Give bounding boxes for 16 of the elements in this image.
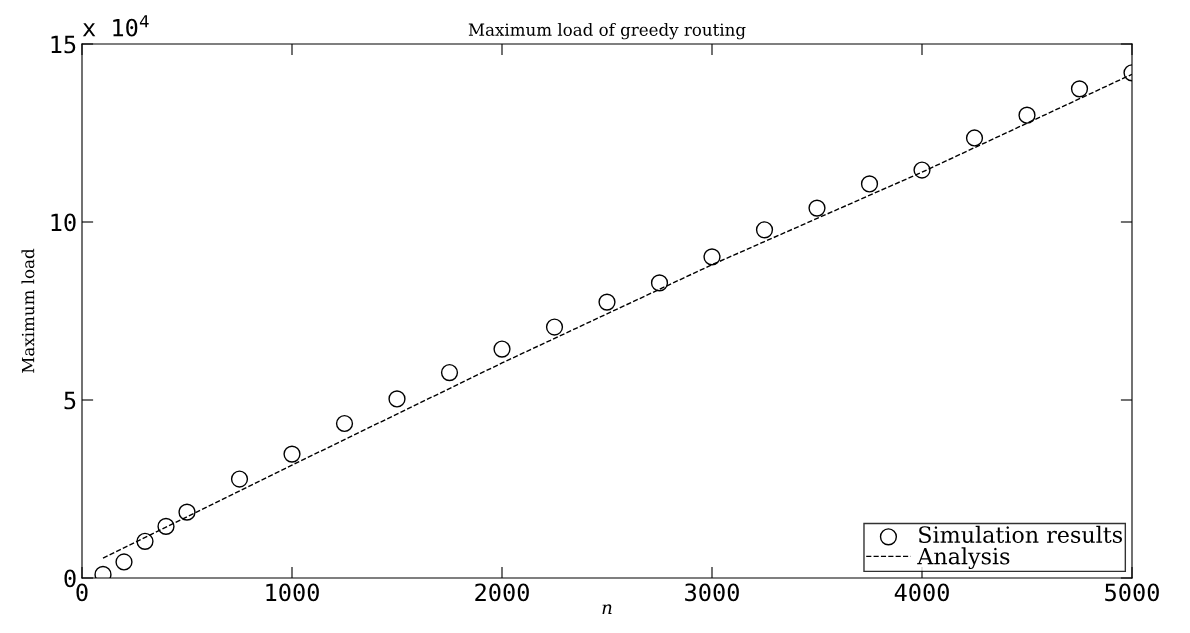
legend-label: Simulation results (919, 525, 1122, 543)
x-tick-label: 5000 (1105, 583, 1159, 602)
x-tick-label: 2000 (475, 583, 529, 602)
y-tick-label: 15 (51, 35, 76, 54)
legend-label: Analysis (917, 547, 1010, 570)
y-tick-label: 10 (51, 213, 76, 232)
y-axis-title: Maximum load (21, 248, 35, 373)
x-tick-label: 3000 (685, 583, 739, 602)
text: x 10$^{4}$ (82, 15, 149, 37)
x-tick-label: 1000 (266, 583, 319, 602)
x-tick-label: 4000 (894, 583, 949, 602)
y-tick-label: 5 (64, 391, 76, 410)
chart-title: Maximum load of greedy routing (468, 23, 746, 40)
x-axis-title: n (602, 604, 612, 614)
y-tick-label: 0 (64, 569, 76, 588)
x-tick-label: 0 (76, 583, 88, 602)
